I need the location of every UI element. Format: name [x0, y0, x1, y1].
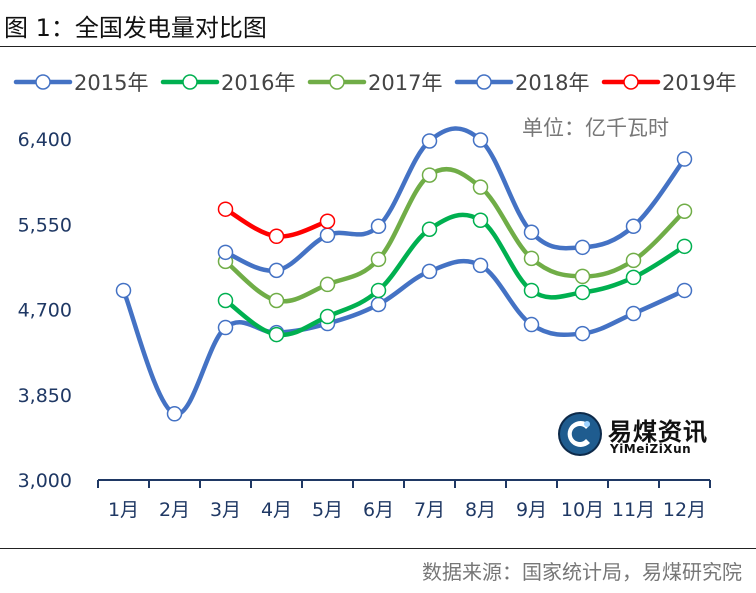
- data-point: [217, 244, 234, 261]
- source-divider: [0, 548, 756, 549]
- data-point: [523, 316, 540, 333]
- data-point: [472, 132, 489, 148]
- data-point: [625, 252, 642, 269]
- data-point: [574, 239, 591, 256]
- data-point: [574, 325, 591, 342]
- data-point: [166, 406, 183, 422]
- watermark: 易煤资讯 YiMeiZiXun: [556, 408, 716, 464]
- data-point: [217, 319, 234, 336]
- legend-label: 2019年: [662, 71, 736, 95]
- data-point: [421, 167, 438, 183]
- data-point: [370, 218, 387, 235]
- legend-marker: [476, 74, 492, 90]
- data-point: [472, 212, 489, 228]
- series-line: [223, 126, 687, 273]
- legend-item: 2019年: [601, 71, 736, 95]
- legend: 2015年 2016年 2017年 2018年 2019年: [13, 71, 736, 95]
- data-point: [217, 201, 234, 217]
- data-point: [574, 284, 591, 301]
- x-tick-label: 4月: [261, 499, 292, 521]
- data-point: [268, 228, 285, 245]
- x-tick-label: 5月: [312, 499, 343, 521]
- source-text: 数据来源：国家统计局，易煤研究院: [422, 560, 742, 584]
- series-line: [223, 212, 687, 338]
- data-point: [676, 282, 693, 299]
- data-point: [370, 282, 387, 299]
- data-point: [319, 227, 336, 244]
- legend-marker: [329, 74, 345, 90]
- legend-marker: [182, 74, 198, 90]
- watermark-en: YiMeiZiXun: [610, 442, 692, 456]
- yimei-logo-icon: [558, 412, 602, 456]
- y-tick-label: 5,550: [18, 214, 72, 236]
- x-tick-label: 11月: [612, 499, 655, 521]
- y-tick-label: 4,700: [18, 300, 72, 322]
- data-point: [625, 269, 642, 286]
- data-point: [625, 218, 642, 235]
- data-point: [268, 262, 285, 279]
- series-line: [121, 258, 687, 417]
- x-tick-label: 7月: [414, 499, 445, 521]
- data-point: [115, 282, 132, 299]
- data-point: [268, 326, 285, 343]
- data-point: [370, 296, 387, 313]
- unit-label: 单位：亿千瓦时: [522, 116, 669, 140]
- data-point: [421, 221, 438, 238]
- data-point: [472, 257, 489, 274]
- series-2017年: [217, 167, 693, 309]
- series-2015年: [115, 257, 693, 422]
- y-tick-label: 3,850: [18, 385, 72, 407]
- x-tick-label: 8月: [465, 499, 496, 521]
- x-tick-label: 10月: [561, 499, 604, 521]
- figure-title: 图 1：全国发电量对比图: [4, 14, 267, 42]
- data-point: [319, 308, 336, 325]
- series-group: [115, 126, 693, 422]
- data-point: [217, 292, 234, 309]
- data-point: [421, 133, 438, 149]
- legend-item: 2016年: [160, 71, 295, 95]
- legend-item: 2015年: [13, 71, 148, 95]
- data-point: [472, 179, 489, 195]
- legend-label: 2015年: [74, 71, 148, 95]
- data-point: [523, 250, 540, 267]
- data-point: [268, 292, 285, 309]
- data-point: [523, 224, 540, 241]
- legend-marker: [35, 74, 51, 90]
- x-tick-label: 6月: [363, 499, 394, 521]
- series-line: [223, 167, 687, 304]
- x-tick-label: 9月: [516, 499, 547, 521]
- data-point: [676, 238, 693, 255]
- series-2019年: [217, 201, 336, 245]
- data-point: [574, 268, 591, 285]
- data-point: [421, 263, 438, 280]
- series-2016年: [217, 212, 693, 343]
- x-tick-label: 3月: [210, 499, 241, 521]
- data-point: [523, 282, 540, 299]
- line-chart: 1月 2月 3月 4月 5月 6月 7月 8月 9月 10月 11月 12月 3,000 3,850 4,7…: [13, 71, 736, 521]
- data-point: [370, 251, 387, 268]
- data-point: [676, 203, 693, 219]
- y-tick-label: 3,000: [18, 470, 72, 492]
- watermark-cn: 易煤资讯: [608, 418, 708, 446]
- title-bar: 图 1：全国发电量对比图: [0, 0, 756, 47]
- series-2018年: [217, 126, 693, 279]
- x-tick-label: 2月: [159, 499, 190, 521]
- legend-label: 2017年: [368, 71, 442, 95]
- axis-group: 1月 2月 3月 4月 5月 6月 7月 8月 9月 10月 11月 12月 3,000 3,850 4,7…: [18, 129, 711, 521]
- legend-marker: [623, 74, 639, 90]
- legend-item: 2017年: [307, 71, 442, 95]
- legend-label: 2016年: [221, 71, 295, 95]
- data-point: [676, 151, 693, 167]
- y-tick-label: 6,400: [18, 129, 72, 151]
- data-point: [625, 305, 642, 322]
- x-tick-label: 1月: [108, 499, 139, 521]
- data-point: [319, 276, 336, 293]
- data-point: [319, 213, 336, 229]
- legend-label: 2018年: [515, 71, 589, 95]
- x-tick-label: 12月: [663, 499, 706, 521]
- legend-item: 2018年: [454, 71, 589, 95]
